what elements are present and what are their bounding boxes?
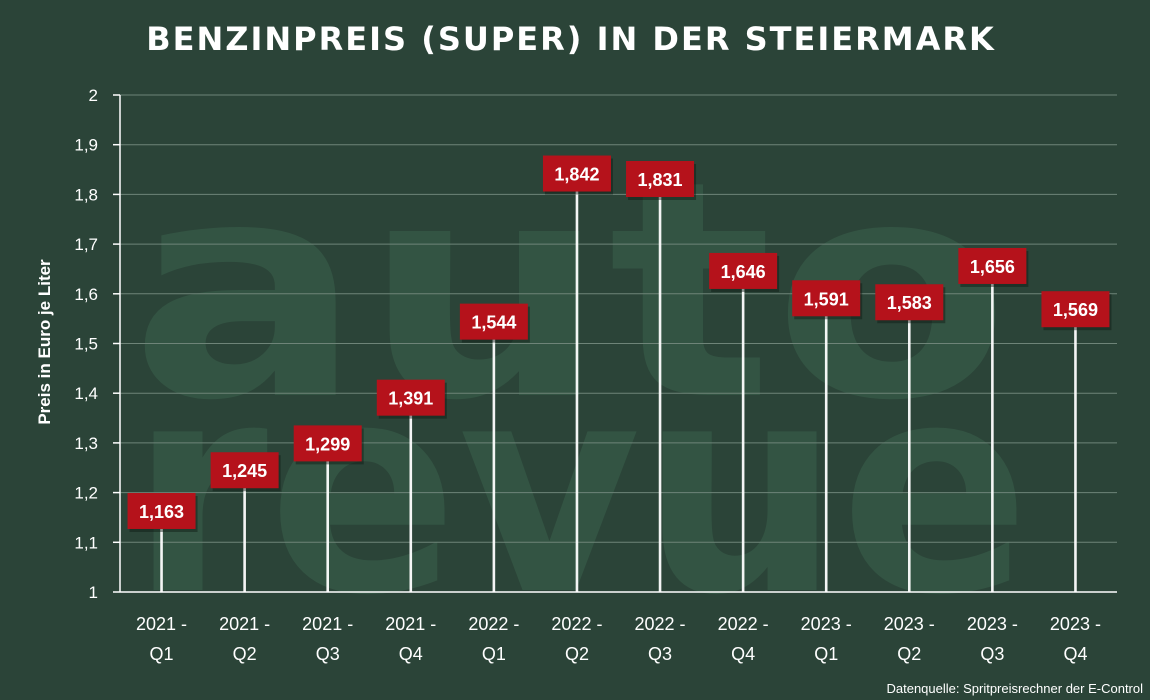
bar-stem (326, 443, 330, 592)
x-tick-label-year: 2021 - (219, 614, 270, 634)
watermark-text-revue: revue (130, 322, 1030, 659)
data-label: 1,569 (1053, 300, 1098, 320)
data-label: 1,831 (638, 170, 683, 190)
value-label-box (792, 280, 861, 317)
x-tick-label-year: 2022 - (468, 614, 519, 634)
bar-stem (991, 265, 994, 592)
x-tick-label-quarter: Q2 (897, 644, 921, 664)
value-label-box (709, 252, 778, 289)
x-tick-label-quarter: Q4 (731, 644, 755, 664)
x-tick-label-quarter: Q4 (399, 644, 423, 664)
x-tick-label-year: 2023 - (801, 614, 852, 634)
x-tick-label-quarter: Q2 (233, 644, 257, 664)
value-label-box (626, 160, 695, 197)
x-tick-label-quarter: Q3 (980, 644, 1004, 664)
y-tick-label: 1,5 (74, 335, 98, 354)
bar-stem (741, 270, 745, 592)
y-tick-label: 1,8 (74, 185, 98, 204)
bar-stem (1074, 309, 1077, 592)
value-label-box (210, 452, 279, 489)
x-tick-label-year: 2021 - (385, 614, 436, 634)
x-tick-label-quarter: Q2 (565, 644, 589, 664)
y-tick-label: 1,6 (74, 285, 98, 304)
y-tick-label: 1,7 (74, 235, 98, 254)
data-label: 1,544 (471, 313, 516, 333)
y-axis: 1 1,1 1,2 1,3 1,4 1,5 1,6 1,7 1,8 1,9 2 (74, 86, 121, 602)
y-tick-label: 1,3 (74, 434, 98, 453)
data-label: 1,245 (222, 461, 267, 481)
data-label: 1,591 (804, 289, 849, 309)
x-tick-label-year: 2023 - (967, 614, 1018, 634)
bar-stem (824, 298, 828, 592)
bar-stem (409, 397, 413, 592)
x-tick-label-year: 2023 - (1050, 614, 1101, 634)
x-axis: 2021 - Q1 2021 - Q2 2021 - Q3 2021 - Q4 2022 - Q1… (120, 591, 1117, 664)
data-label: 1,656 (970, 257, 1015, 277)
bar-stem (907, 302, 911, 592)
x-tick-label-quarter: Q3 (648, 644, 672, 664)
value-label-box (875, 284, 944, 321)
data-label: 1,583 (887, 293, 932, 313)
value-label-box (127, 492, 196, 529)
data-label: 1,842 (554, 165, 599, 185)
y-tick-label: 1,4 (74, 384, 98, 403)
bar-stem (243, 470, 246, 592)
x-tick-label-year: 2022 - (551, 614, 602, 634)
y-axis-label: Preis in Euro je Liter (35, 259, 54, 425)
y-tick-label: 1,1 (74, 533, 98, 552)
watermark: auto revue (130, 117, 1030, 659)
data-label: 1,163 (139, 502, 184, 522)
x-tick-label-year: 2022 - (635, 614, 686, 634)
x-tick-label-year: 2021 - (136, 614, 187, 634)
value-label-box (542, 155, 611, 192)
bar-stem (492, 321, 496, 592)
value-label-box (293, 425, 362, 462)
data-label: 1,299 (305, 434, 350, 454)
bar-stem (575, 173, 579, 592)
data-label: 1,391 (388, 389, 433, 409)
value-label-box (376, 379, 445, 416)
chart-title: BENZINPREIS (SUPER) IN DER STEIERMARK (146, 20, 996, 58)
bar-stem (658, 178, 662, 593)
x-tick-label-quarter: Q4 (1063, 644, 1087, 664)
source-note: Datenquelle: Spritpreisrechner der E-Con… (886, 681, 1143, 696)
x-tick-label-quarter: Q1 (814, 644, 838, 664)
value-label-box (459, 303, 528, 340)
grid (120, 94, 1117, 543)
y-tick-label: 2 (89, 86, 98, 105)
x-tick-label-year: 2022 - (718, 614, 769, 634)
y-tick-label: 1,2 (74, 484, 98, 503)
y-tick-label: 1,9 (74, 136, 98, 155)
value-label-box (1041, 291, 1110, 328)
x-tick-label-quarter: Q3 (316, 644, 340, 664)
data-marks: 1,163 1,245 1,299 1,391 1,544 1,842 1,831 1,646… (127, 155, 1112, 593)
bar-stem (160, 510, 163, 592)
value-label-box (958, 247, 1027, 284)
x-tick-label-quarter: Q1 (482, 644, 506, 664)
x-tick-label-quarter: Q1 (150, 644, 174, 664)
x-tick-label-year: 2021 - (302, 614, 353, 634)
x-tick-label-year: 2023 - (884, 614, 935, 634)
data-label: 1,646 (721, 262, 766, 282)
y-tick-label: 1 (89, 583, 98, 602)
